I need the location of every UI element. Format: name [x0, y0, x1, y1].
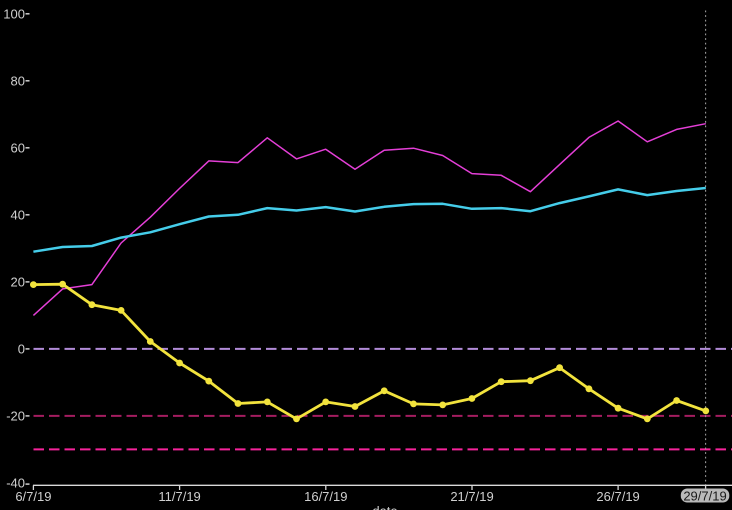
- svg-text:date: date: [372, 504, 397, 510]
- svg-text:80: 80: [11, 73, 25, 88]
- svg-text:16/7/19: 16/7/19: [304, 489, 347, 504]
- svg-text:-20: -20: [6, 408, 25, 423]
- svg-text:0: 0: [18, 341, 25, 356]
- svg-text:26/7/19: 26/7/19: [596, 489, 639, 504]
- svg-text:100: 100: [3, 6, 25, 21]
- svg-text:60: 60: [11, 140, 25, 155]
- svg-text:11/7/19: 11/7/19: [158, 489, 200, 504]
- svg-text:21/7/19: 21/7/19: [450, 489, 493, 504]
- svg-text:-40: -40: [6, 476, 25, 491]
- svg-text:40: 40: [11, 207, 25, 222]
- svg-text:20: 20: [11, 274, 25, 289]
- svg-text:6/7/19: 6/7/19: [15, 489, 51, 504]
- svg-text:29/7/19: 29/7/19: [683, 489, 726, 504]
